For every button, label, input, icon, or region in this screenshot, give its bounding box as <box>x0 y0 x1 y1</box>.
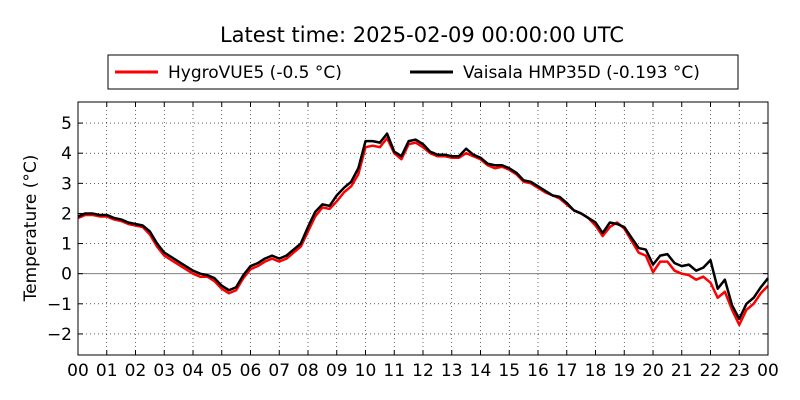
x-tick-label: 00 <box>757 361 779 381</box>
y-tick-label: 2 <box>61 204 72 224</box>
y-tick-label: −2 <box>47 325 72 345</box>
x-tick-label: 07 <box>268 361 290 381</box>
y-tick-label: 0 <box>61 265 72 285</box>
x-tick-label: 01 <box>96 361 118 381</box>
series-line-vaisala <box>77 132 769 321</box>
legend-label-vaisala: Vaisala HMP35D (-0.193 °C) <box>463 63 700 83</box>
plot-frame <box>77 101 769 356</box>
x-tick-label: 05 <box>211 361 233 381</box>
legend: HygroVUE5 (-0.5 °C) Vaisala HMP35D (-0.1… <box>107 54 739 90</box>
y-tick-label: 4 <box>61 144 72 164</box>
x-tick-label: 15 <box>498 361 520 381</box>
legend-label-hygrovue5: HygroVUE5 (-0.5 °C) <box>168 63 342 83</box>
y-axis-label: Temperature (°C) <box>21 155 41 303</box>
x-tick-label: 09 <box>326 361 348 381</box>
x-tick-label: 13 <box>441 361 463 381</box>
x-tick-label: 21 <box>671 361 693 381</box>
x-tick-label: 02 <box>125 361 147 381</box>
x-tick-label: 16 <box>527 361 549 381</box>
x-tick-label: 22 <box>700 361 722 381</box>
x-tick-label: 19 <box>613 361 635 381</box>
x-tick-label: 03 <box>153 361 175 381</box>
x-tick-label: 04 <box>182 361 204 381</box>
x-tick-label: 23 <box>728 361 750 381</box>
chart-title: Latest time: 2025-02-09 00:00:00 UTC <box>220 23 624 47</box>
y-tick-label: 5 <box>61 114 72 134</box>
x-tick-label: 06 <box>240 361 262 381</box>
x-tick-label: 08 <box>297 361 319 381</box>
series-line-hygrovue5 <box>77 136 769 327</box>
y-tick-label: 3 <box>61 174 72 194</box>
y-tick-label: 1 <box>61 235 72 255</box>
x-tick-label: 12 <box>412 361 434 381</box>
x-tick-label: 20 <box>642 361 664 381</box>
x-tick-label: 18 <box>585 361 607 381</box>
y-tick-label: −1 <box>47 295 72 315</box>
x-tick-label: 14 <box>470 361 492 381</box>
plot-layer: 00 01 02 03 04 05 06 07 08 09 10 11 12 13 14 15 16 17 18 19… <box>47 101 779 381</box>
x-tick-label: 10 <box>355 361 377 381</box>
x-tick-label: 00 <box>67 361 89 381</box>
x-tick-label: 11 <box>383 361 405 381</box>
x-tick-label: 17 <box>556 361 578 381</box>
